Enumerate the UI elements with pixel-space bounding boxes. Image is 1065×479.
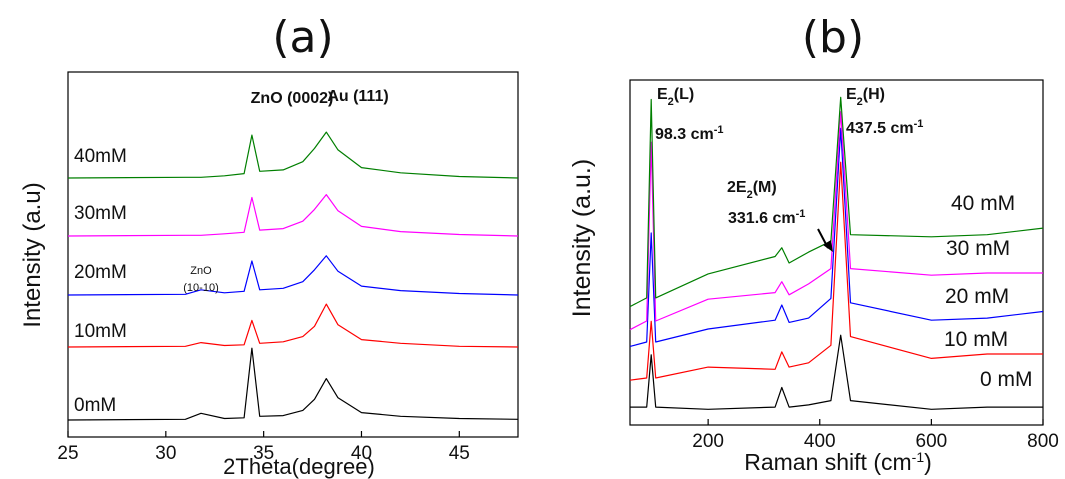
panel-b-anno-e2l-sub: 2 — [668, 96, 674, 108]
panel-b-label: (b) — [802, 12, 864, 63]
panel-b-anno-331-main: 331.6 cm — [728, 210, 796, 227]
panel-a-anno-zno-0002: ZnO (0002) — [251, 90, 334, 107]
panel-b-anno-331: 331.6 cm-1 — [728, 208, 805, 227]
panel-b-x-axis-title: Raman shift (cm-1) — [744, 449, 932, 475]
panel-b-anno-e2h-rest: (H) — [863, 86, 885, 103]
x-tick-label: 200 — [692, 431, 724, 452]
x-tick-label: 25 — [57, 443, 78, 464]
x-tick-label: 35 — [253, 443, 274, 464]
panel-b-anno-98-main: 98.3 cm — [655, 126, 714, 143]
x-tick-label: 30 — [155, 443, 176, 464]
panel-b-anno-98: 98.3 cm-1 — [655, 124, 724, 143]
panel-b-x-axis-title-close: ) — [924, 449, 932, 475]
panel-b-plot-frame — [629, 79, 1044, 426]
series-label: 40mM — [74, 146, 127, 167]
panel-b-ticks: 200 400 600 800 — [692, 419, 1059, 452]
panel-b-anno-arrow-head — [823, 240, 833, 252]
x-tick-label: 800 — [1027, 431, 1059, 452]
panel-a-label: (a) — [272, 12, 333, 63]
series-label: 0 mM — [980, 368, 1033, 391]
panel-a-anno-au-111: Au (111) — [327, 88, 388, 105]
x-tick-label: 40 — [351, 443, 372, 464]
panel-b-series — [629, 96, 1044, 410]
panel-b-anno-e2h: E2(H) — [846, 86, 885, 108]
series-line-30mm — [629, 111, 1043, 331]
panel-b-anno-e2h-main: E — [846, 86, 857, 103]
series-label: 40 mM — [951, 192, 1015, 215]
panel-b-anno-2e2m-main: 2E — [727, 179, 747, 196]
panel-b-anno-437-main: 437.5 cm — [846, 120, 914, 137]
series-line-0mm — [67, 347, 519, 421]
panel-b-anno-437-sup: -1 — [914, 118, 924, 130]
panel-b-anno-e2l-main: E — [657, 86, 668, 103]
x-tick-label: 400 — [804, 431, 836, 452]
panel-b-anno-e2l-rest: (L) — [674, 86, 694, 103]
series-label: 20mM — [74, 262, 127, 283]
series-line-10mm — [629, 161, 1043, 381]
panel-a-series — [67, 131, 519, 421]
series-label: 20 mM — [945, 285, 1009, 308]
panel-b-y-axis-title: Intensity (a.u.) — [568, 159, 596, 317]
series-label: 0mM — [74, 395, 116, 416]
panel-a-x-axis-title: 2Theta(degree) — [223, 454, 375, 479]
panel-a-anno-10-10: (10-10) — [183, 282, 218, 294]
x-tick-label: 600 — [916, 431, 948, 452]
series-line-40mm — [629, 96, 1044, 308]
panel-b-anno-98-sup: -1 — [714, 124, 724, 136]
panel-b-x-axis-title-sup: -1 — [912, 449, 925, 465]
series-line-20mm — [67, 255, 519, 296]
panel-a-ticks: 25 30 35 40 45 — [57, 431, 470, 464]
panel-b-anno-331-sup: -1 — [796, 208, 806, 220]
panel-b-anno-e2h-sub: 2 — [857, 96, 863, 108]
x-tick-label: 45 — [449, 443, 470, 464]
panel-a-plot-frame — [67, 71, 519, 438]
series-line-10mm — [67, 303, 519, 348]
series-line-20mm — [629, 127, 1044, 347]
panel-a-y-axis-title: Intensity (a.u) — [19, 182, 46, 327]
panel-b: (b) Raman shift (cm-1) Intensity (a.u.) … — [568, 12, 1059, 475]
series-line-40mm — [67, 131, 519, 179]
series-label: 10 mM — [944, 328, 1008, 351]
series-label: 10mM — [74, 321, 127, 342]
panel-a-anno-zno-small: ZnO — [190, 265, 212, 277]
panel-b-anno-2e2m-sub: 2 — [747, 189, 753, 201]
panel-a: (a) 2Theta(degree) Intensity (a.u) 25 30 3… — [19, 12, 519, 479]
series-line-0mm — [630, 334, 1043, 410]
series-line-30mm — [67, 194, 519, 237]
panel-b-anno-437: 437.5 cm-1 — [846, 118, 923, 137]
panel-b-anno-2e2m-rest: (M) — [753, 179, 777, 196]
series-label: 30mM — [74, 203, 127, 224]
panel-b-x-axis-title-main: Raman shift (cm — [744, 449, 911, 475]
panel-b-anno-2e2m: 2E2(M) — [727, 179, 777, 201]
panel-a-series-labels: 0mM 10mM 20mM 30mM 40mM — [74, 146, 127, 416]
panel-b-anno-e2l: E2(L) — [657, 86, 694, 108]
series-label: 30 mM — [946, 237, 1010, 260]
panel-b-series-labels: 0 mM 10 mM 20 mM 30 mM 40 mM — [944, 192, 1033, 391]
